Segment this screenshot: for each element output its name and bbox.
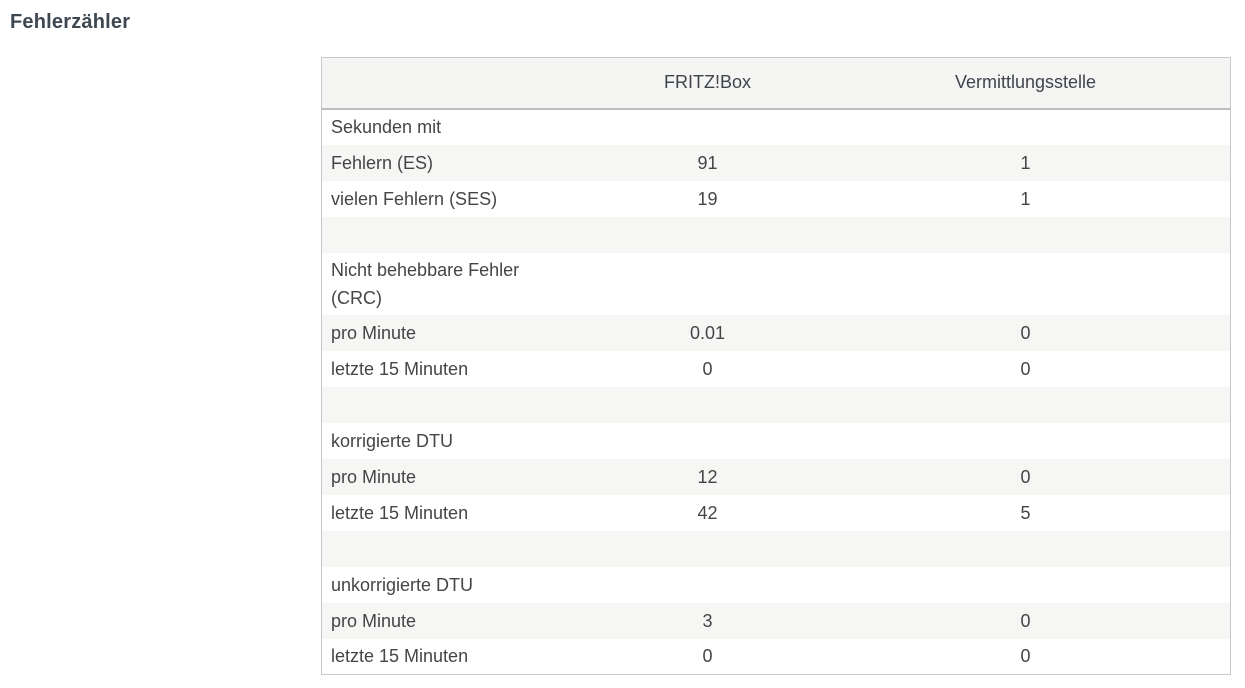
value-fritzbox xyxy=(549,567,867,603)
value-vermittlungsstelle xyxy=(867,253,1185,315)
value-fritzbox: 91 xyxy=(697,152,718,173)
value-vermittlungsstelle xyxy=(867,423,1185,459)
value-vermittlungsstelle: 1 xyxy=(1020,152,1031,173)
value-vermittlungsstelle xyxy=(867,387,1185,423)
value-vermittlungsstelle xyxy=(867,109,1185,145)
column-header-fritzbox: FRITZ!Box xyxy=(548,57,867,110)
table-header-row: FRITZ!Box Vermittlungsstelle xyxy=(321,57,1231,110)
value-fritzbox xyxy=(549,217,867,253)
row-label: Nicht behebbare Fehler (CRC) xyxy=(331,259,520,308)
row-label: Sekunden mit xyxy=(331,117,442,137)
value-fritzbox: 0 xyxy=(702,646,713,667)
cell-filler xyxy=(1185,567,1231,603)
value-fritzbox xyxy=(549,109,867,145)
value-vermittlungsstelle: 0 xyxy=(1020,466,1031,487)
cell-filler xyxy=(1185,253,1231,315)
value-fritzbox xyxy=(549,253,867,315)
column-header-vermittlungsstelle: Vermittlungsstelle xyxy=(866,57,1185,110)
table-row: Fehlern (ES) 91 1 xyxy=(321,144,1231,181)
table-row: Nicht behebbare Fehler (CRC) xyxy=(322,253,1231,315)
row-label: pro Minute xyxy=(331,466,417,487)
cell-filler xyxy=(1185,387,1231,423)
row-label: pro Minute xyxy=(331,610,417,631)
error-counter-table: FRITZ!Box Vermittlungsstelle Sekunden mi… xyxy=(321,57,1231,675)
cell-filler xyxy=(1185,603,1231,639)
table-body: Sekunden mit Fehlern (ES) 91 1 vielen Fehler… xyxy=(321,109,1231,675)
value-vermittlungsstelle: 0 xyxy=(1020,322,1031,343)
row-label: letzte 15 Minuten xyxy=(331,646,469,667)
table-row: letzte 15 Minuten 0 0 xyxy=(322,639,1231,675)
table-row: pro Minute 0.01 0 xyxy=(321,314,1231,351)
row-label: unkorrigierte DTU xyxy=(331,574,474,595)
value-fritzbox xyxy=(549,387,867,423)
cell-filler xyxy=(1185,315,1231,351)
value-vermittlungsstelle: 0 xyxy=(1020,646,1031,667)
value-fritzbox: 12 xyxy=(697,466,718,487)
cell-filler xyxy=(1185,495,1231,531)
value-vermittlungsstelle xyxy=(867,531,1185,567)
page-title: Fehlerzähler xyxy=(10,11,131,33)
table-row: letzte 15 Minuten 0 0 xyxy=(322,351,1231,387)
value-vermittlungsstelle: 0 xyxy=(1020,610,1031,631)
table-row: pro Minute 12 0 xyxy=(321,458,1231,495)
cell-filler xyxy=(1185,181,1231,217)
value-vermittlungsstelle: 0 xyxy=(1020,358,1031,379)
value-vermittlungsstelle: 1 xyxy=(1020,188,1031,209)
value-fritzbox: 0.01 xyxy=(689,322,726,343)
cell-filler xyxy=(1185,459,1231,495)
cell-filler xyxy=(1185,109,1231,145)
column-header-empty xyxy=(321,57,549,110)
row-label: Fehlern (ES) xyxy=(331,152,434,173)
value-vermittlungsstelle xyxy=(867,217,1185,253)
value-vermittlungsstelle: 5 xyxy=(1020,502,1031,523)
table-row: korrigierte DTU xyxy=(322,423,1231,459)
row-label: vielen Fehlern (SES) xyxy=(331,188,498,209)
row-label xyxy=(322,531,549,567)
value-fritzbox xyxy=(549,531,867,567)
cell-filler xyxy=(1185,423,1231,459)
spacer-row xyxy=(321,216,1231,253)
table-row: vielen Fehlern (SES) 19 1 xyxy=(322,181,1231,217)
row-label xyxy=(322,387,549,423)
cell-filler xyxy=(1185,351,1231,387)
value-fritzbox: 19 xyxy=(697,188,718,209)
column-header-filler xyxy=(1184,57,1231,110)
value-fritzbox: 3 xyxy=(702,610,713,631)
cell-filler xyxy=(1185,639,1231,675)
row-label xyxy=(322,217,549,253)
value-vermittlungsstelle xyxy=(867,567,1185,603)
value-fritzbox xyxy=(549,423,867,459)
cell-filler xyxy=(1185,145,1231,181)
row-label: korrigierte DTU xyxy=(331,430,454,451)
table-row: letzte 15 Minuten 42 5 xyxy=(322,495,1231,531)
table-row: pro Minute 3 0 xyxy=(321,602,1231,639)
spacer-row xyxy=(321,530,1231,567)
cell-filler xyxy=(1185,531,1231,567)
table-row: Sekunden mit xyxy=(322,109,1231,145)
table-row: unkorrigierte DTU xyxy=(322,567,1231,603)
cell-filler xyxy=(1185,217,1231,253)
spacer-row xyxy=(321,386,1231,423)
value-fritzbox: 42 xyxy=(697,502,718,523)
row-label: pro Minute xyxy=(331,322,417,343)
value-fritzbox: 0 xyxy=(702,358,713,379)
row-label: letzte 15 Minuten xyxy=(331,502,469,523)
row-label: letzte 15 Minuten xyxy=(331,358,469,379)
